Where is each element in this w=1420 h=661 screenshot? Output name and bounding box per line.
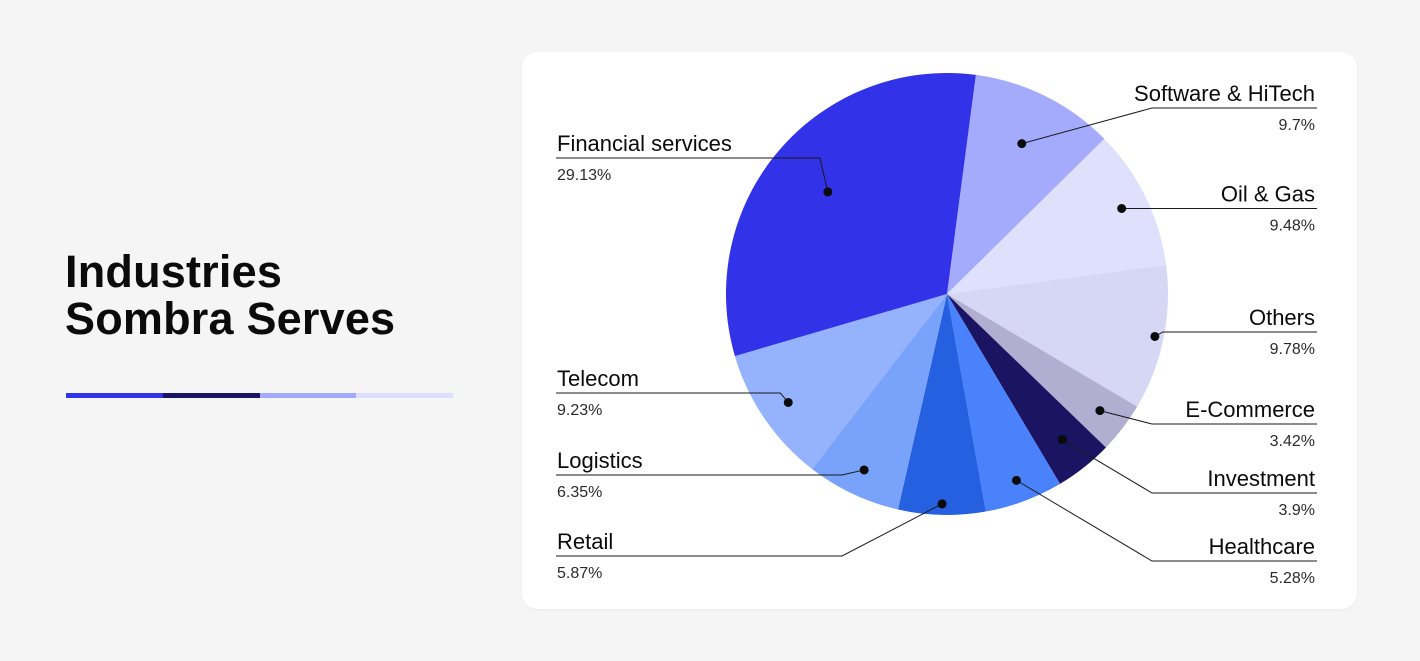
leader-dot — [937, 499, 947, 509]
leader-dot — [1150, 331, 1160, 341]
slice-value: 5.28% — [1270, 570, 1315, 587]
pie-chart: Software & HiTech 9.7% Oil & Gas 9.48% Other… — [556, 72, 1317, 587]
page-title: Industries Sombra Serves — [65, 248, 395, 342]
slice-label: E-Commerce — [1185, 397, 1315, 422]
chart-card: Software & HiTech 9.7% Oil & Gas 9.48% Other… — [522, 52, 1357, 609]
pie-slice-telecom — [734, 294, 947, 470]
leader-dot — [1011, 475, 1021, 485]
pie-slice-software-hitech — [947, 74, 1105, 294]
slice-value: 9.78% — [1270, 341, 1315, 358]
pie-slice-oil-gas — [947, 138, 1167, 294]
accent-bar — [66, 393, 453, 398]
slice-label: Healthcare — [1209, 534, 1315, 559]
leader-line — [556, 157, 829, 193]
leader-dot — [1057, 435, 1067, 445]
slice-label: Telecom — [557, 366, 639, 391]
pie-label-group: Investment 3.9% — [1057, 435, 1317, 519]
accent-segment-4 — [356, 393, 453, 398]
slice-value: 9.23% — [557, 402, 602, 419]
pie-label-group: E-Commerce 3.42% — [1095, 397, 1317, 450]
slice-label: Others — [1249, 305, 1315, 330]
slice-value: 5.87% — [557, 565, 602, 582]
leader-line — [1021, 107, 1317, 145]
slice-value: 29.13% — [557, 167, 611, 184]
leader-line — [556, 503, 943, 557]
leader-line — [556, 469, 865, 476]
leader-dot — [859, 465, 869, 475]
pie-labels: Software & HiTech 9.7% Oil & Gas 9.48% Other… — [556, 81, 1317, 587]
leader-dot — [783, 397, 793, 407]
pie-slice-investment — [947, 294, 1106, 484]
leader-dot — [1095, 406, 1105, 416]
pie-label-group: Others 9.78% — [1150, 305, 1317, 358]
slice-label: Software & HiTech — [1134, 81, 1315, 106]
slice-label: Financial services — [557, 131, 732, 156]
pie-slices — [726, 72, 1169, 516]
accent-segment-2 — [162, 393, 260, 398]
slice-label: Oil & Gas — [1221, 181, 1315, 206]
pie-label-group: Telecom 9.23% — [556, 366, 793, 419]
pie-slice-logistics — [812, 294, 947, 510]
pie-slice-others — [947, 264, 1169, 407]
accent-segment-3 — [259, 393, 357, 398]
pie-label-group: Healthcare 5.28% — [1011, 475, 1317, 587]
pie-label-group: Oil & Gas 9.48% — [1117, 181, 1317, 234]
leader-line — [1061, 439, 1317, 494]
pie-label-group: Software & HiTech 9.7% — [1017, 81, 1317, 149]
slice-value: 3.9% — [1279, 502, 1315, 519]
pie-slice-e-commerce — [947, 294, 1138, 448]
accent-segment-1 — [66, 393, 163, 398]
leader-line — [1154, 331, 1317, 337]
pie-slice-retail — [897, 294, 986, 516]
pie-label-group: Retail 5.87% — [556, 499, 947, 582]
pie-label-group: Financial services 29.13% — [556, 131, 833, 197]
leader-line — [1099, 410, 1317, 425]
leader-dot — [1117, 204, 1127, 213]
page-title-line-1: Industries — [65, 246, 283, 297]
slice-value: 6.35% — [557, 484, 602, 501]
slice-label: Logistics — [557, 448, 643, 473]
leader-dot — [1017, 139, 1027, 149]
slice-value: 3.42% — [1270, 433, 1315, 450]
leader-dot — [823, 187, 833, 197]
pie-label-group: Logistics 6.35% — [556, 448, 869, 501]
page-title-line-2: Sombra Serves — [65, 293, 396, 344]
pie-slice-financial-services — [726, 72, 976, 357]
slice-label: Investment — [1207, 466, 1315, 491]
slice-value: 9.48% — [1270, 217, 1315, 234]
slice-label: Retail — [557, 529, 613, 554]
pie-slice-healthcare — [947, 294, 1060, 512]
slice-value: 9.7% — [1279, 117, 1315, 134]
leader-line — [1016, 479, 1317, 562]
